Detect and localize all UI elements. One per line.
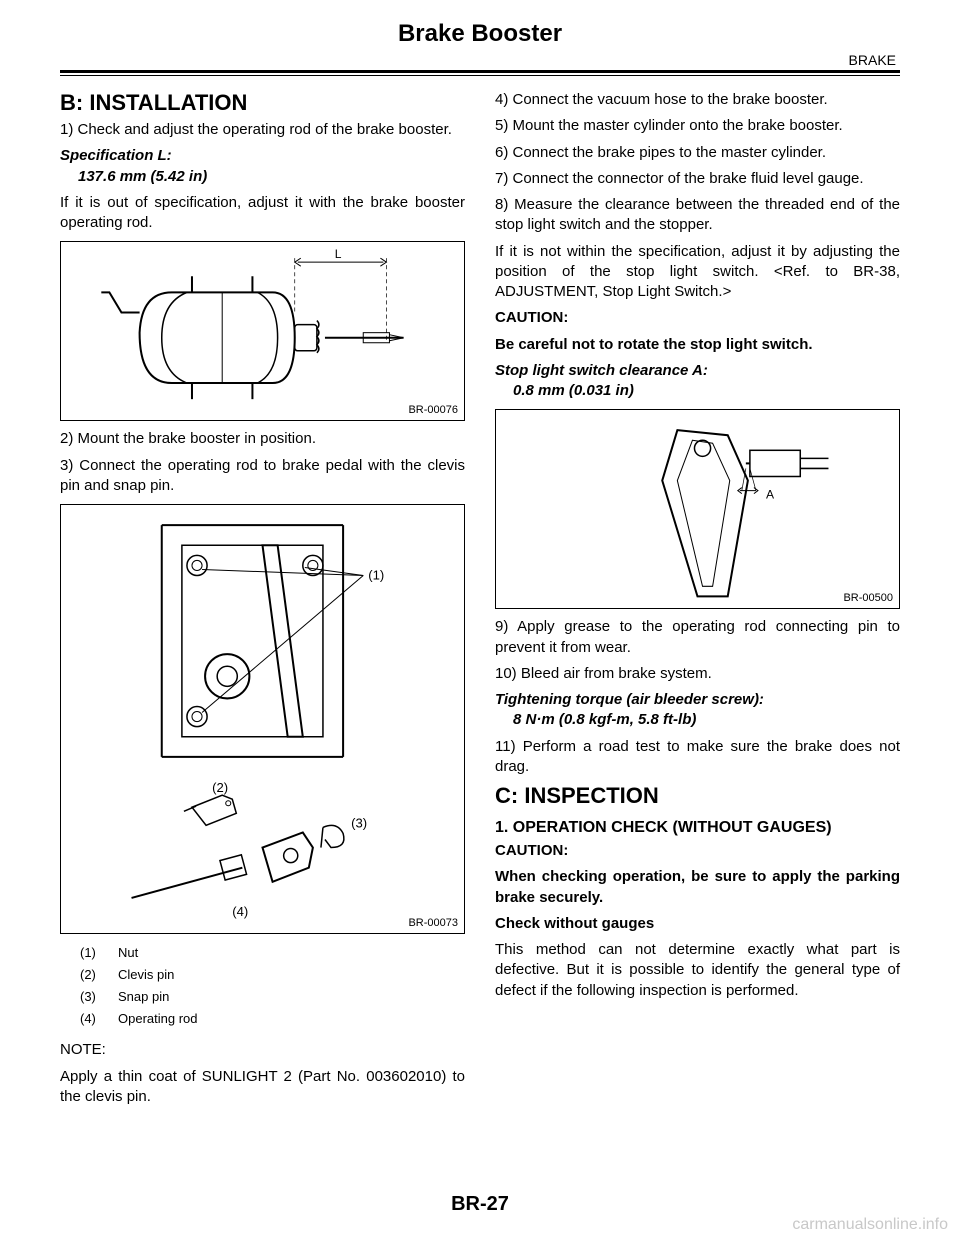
figure-stop-light-switch: A BR-00500 [495,409,900,609]
step-text: If it is out of specification, adjust it… [60,193,465,234]
figure-dim-label: A [766,488,775,502]
legend-num: (1) [80,942,104,964]
legend-row: (3) Snap pin [80,986,465,1008]
legend-num: (4) [80,1008,104,1030]
spec-value: 137.6 mm (5.42 in) [60,167,465,187]
spec-value: 8 N·m (0.8 kgf-m, 5.8 ft-lb) [495,710,900,730]
spec-label: Tightening torque (air bleeder screw): [495,691,764,708]
step-text: 11) Perform a road test to make sure the… [495,737,900,778]
legend-text: Snap pin [118,986,169,1008]
section-label: BRAKE [60,52,900,68]
content-columns: B: INSTALLATION 1) Check and adjust the … [60,90,900,1113]
legend-row: (1) Nut [80,942,465,964]
subheading-operation-check: 1. OPERATION CHECK (WITHOUT GAUGES) [495,819,900,837]
heading-c-inspection: C: INSPECTION [495,783,900,809]
legend-row: (4) Operating rod [80,1008,465,1030]
specification-block: Specification L: 137.6 mm (5.42 in) [60,146,465,187]
legend-text: Nut [118,942,138,964]
right-column: 4) Connect the vacuum hose to the brake … [495,90,900,1113]
spec-label: Stop light switch clearance A: [495,362,708,379]
legend-text: Clevis pin [118,964,174,986]
watermark: carmanualsonline.info [792,1216,948,1234]
caution-text: When checking operation, be sure to appl… [495,867,900,908]
figure-dim-label: L [335,247,342,261]
page-title: Brake Booster [60,20,900,48]
step-text: 7) Connect the connector of the brake fl… [495,169,900,189]
heading-b-installation: B: INSTALLATION [60,90,465,116]
step-text: 10) Bleed air from brake system. [495,664,900,684]
note-text: Apply a thin coat of SUNLIGHT 2 (Part No… [60,1067,465,1108]
spec-value: 0.8 mm (0.031 in) [495,381,900,401]
figure-brake-booster: L [60,241,465,421]
step-text: 2) Mount the brake booster in position. [60,429,465,449]
legend-num: (3) [80,986,104,1008]
figure-id: BR-00500 [843,592,893,604]
spec-label: Specification L: [60,147,172,164]
figure-id: BR-00076 [408,404,458,416]
step-text: 6) Connect the brake pipes to the master… [495,143,900,163]
figure-clevis-pin: (1) (2) (3) [60,504,465,934]
step-text: 1) Check and adjust the operating rod of… [60,120,465,140]
legend-text: Operating rod [118,1008,198,1030]
figure-callout: (2) [212,780,228,795]
step-text: 4) Connect the vacuum hose to the brake … [495,90,900,110]
legend-row: (2) Clevis pin [80,964,465,986]
specification-block: Tightening torque (air bleeder screw): 8… [495,690,900,731]
figure-callout: (4) [232,904,248,919]
check-heading: Check without gauges [495,914,900,934]
step-text: 9) Apply grease to the operating rod con… [495,617,900,658]
divider [60,70,900,73]
specification-block: Stop light switch clearance A: 0.8 mm (0… [495,361,900,402]
legend-num: (2) [80,964,104,986]
page-container: Brake Booster BRAKE B: INSTALLATION 1) C… [0,0,960,1153]
step-text: If it is not within the specification, a… [495,242,900,303]
caution-text: Be careful not to rotate the stop light … [495,335,900,355]
step-text: 3) Connect the operating rod to brake pe… [60,456,465,497]
left-column: B: INSTALLATION 1) Check and adjust the … [60,90,465,1113]
figure-callout: (1) [368,568,384,583]
figure-legend: (1) Nut (2) Clevis pin (3) Snap pin (4) Oper… [80,942,465,1030]
caution-heading: CAUTION: [495,308,900,328]
figure-callout: (3) [351,815,367,830]
figure-id: BR-00073 [408,917,458,929]
note-heading: NOTE: [60,1040,465,1060]
divider [60,75,900,76]
check-text: This method can not determine exactly wh… [495,940,900,1001]
page-number: BR-27 [0,1193,960,1216]
step-text: 8) Measure the clearance between the thr… [495,195,900,236]
step-text: 5) Mount the master cylinder onto the br… [495,116,900,136]
caution-heading: CAUTION: [495,841,900,861]
